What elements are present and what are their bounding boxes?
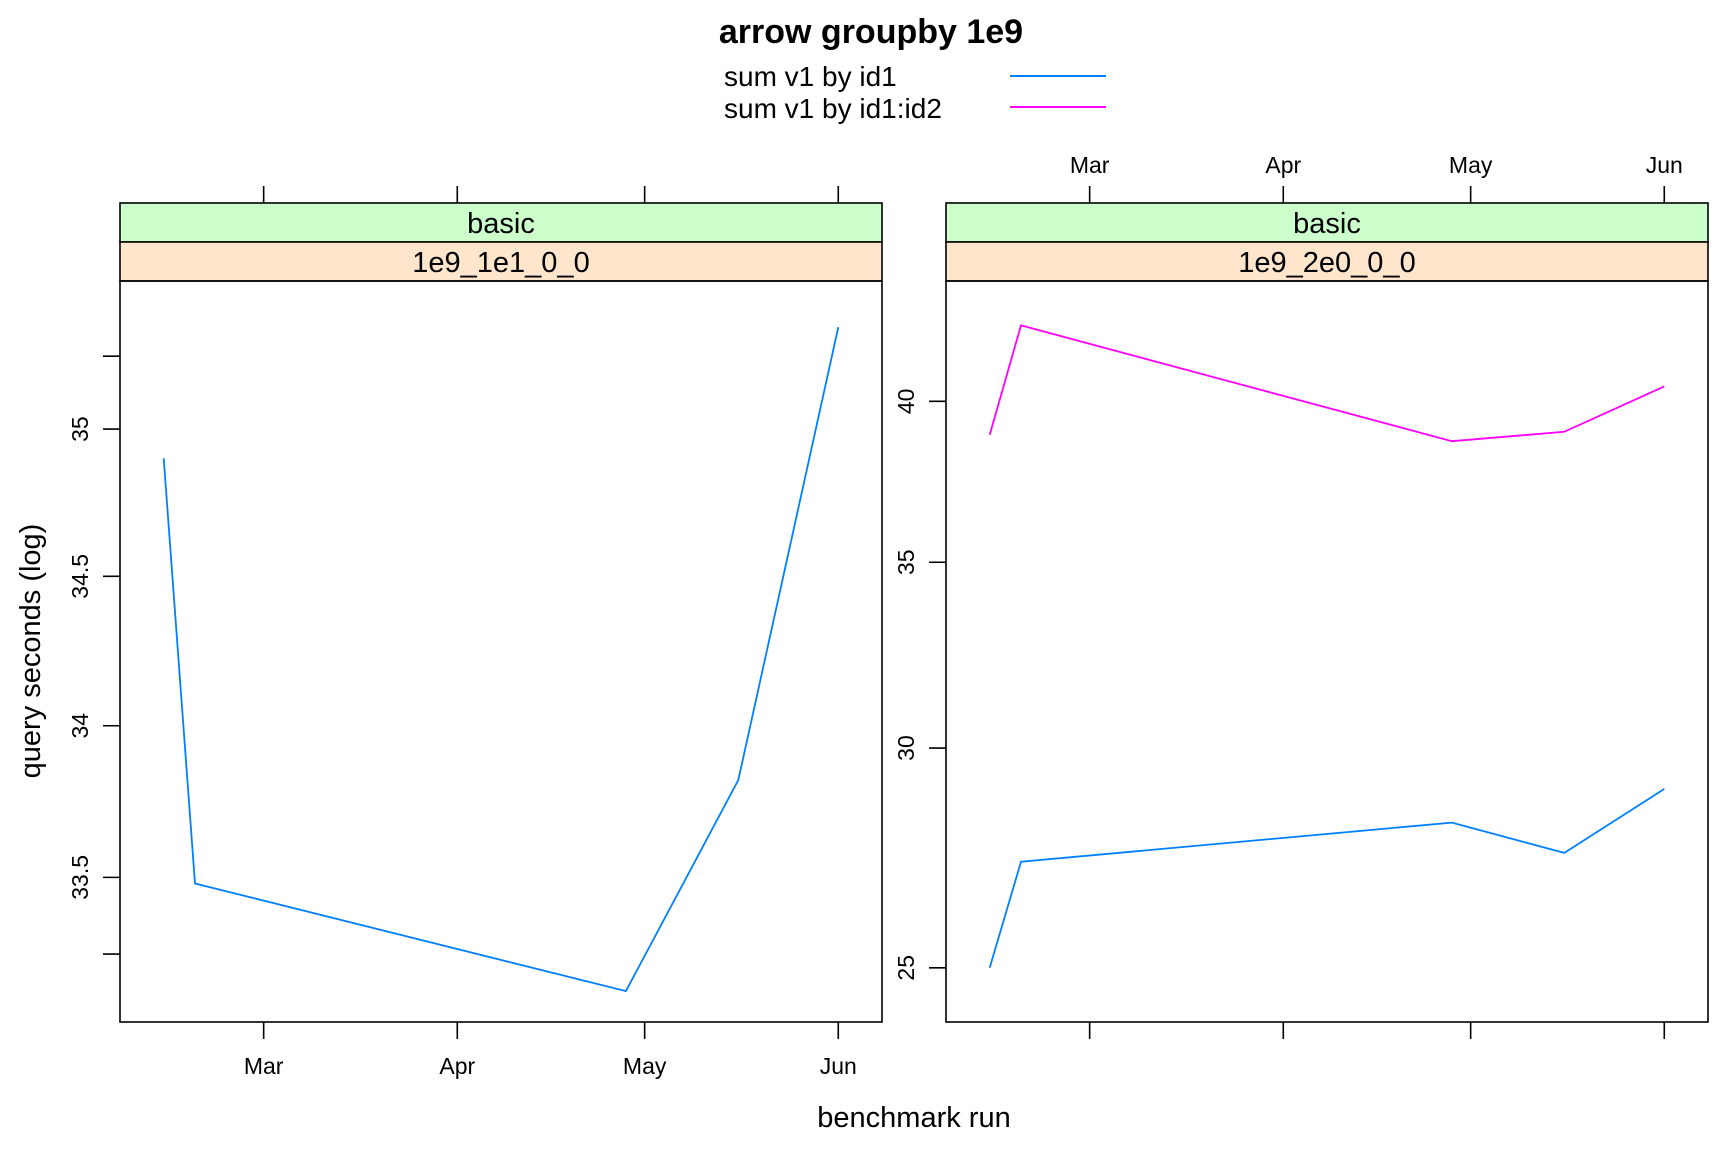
series-group-right [988,324,1665,969]
strip-top-label-left: basic [467,208,535,240]
strip-bottom-left [119,241,883,282]
y-tick-label: 34.5 [67,554,93,599]
x-axis-top-left [262,186,840,203]
y-tick-label: 33.5 [67,855,93,900]
series-line-id1 [988,788,1665,969]
series-group-left [162,327,840,993]
strip-bottom-label-right: 1e9_2e0_0_0 [1238,247,1415,279]
legend: sum v1 by id1 sum v1 by id1:id2 [724,61,1106,124]
x-axis-bottom-left: Mar Apr May Jun [244,1022,857,1079]
y-tick-label: 35 [67,416,93,442]
x-axis-title: benchmark run [817,1102,1010,1134]
strip-bottom-label-left: 1e9_1e1_0_0 [412,247,589,279]
y-tick-label: 30 [893,735,919,761]
x-tick-label: Apr [1265,152,1301,178]
legend-label-id1: sum v1 by id1 [724,61,897,92]
series-line-id1 [162,327,840,993]
y-tick-label: 25 [893,955,919,981]
series-line-id1id2 [988,324,1665,443]
y-axis-title: query seconds (log) [15,524,47,779]
y-tick-label: 40 [893,389,919,415]
y-axis-right: 25 30 35 40 [893,389,946,981]
x-tick-label: May [623,1053,667,1079]
y-tick-label: 34 [67,713,93,739]
x-axis-bottom-right [1088,1022,1666,1039]
plot-frame-left [119,280,883,1023]
x-tick-label: Jun [1646,152,1683,178]
panel-right: basic 1e9_2e0_0_0 Mar Apr May Jun 25 30 35 40 [893,152,1709,1039]
x-tick-label: Jun [820,1053,857,1079]
strip-bottom-right [945,241,1709,282]
legend-label-id1id2: sum v1 by id1:id2 [724,93,942,124]
strip-top-label-right: basic [1293,208,1361,240]
panel-left: basic 1e9_1e1_0_0 Mar Apr May Jun 33.5 34 34.… [67,186,883,1079]
plot-frame-right [945,280,1709,1023]
y-axis-left: 33.5 34 34.5 35 [67,355,120,955]
strip-top-left [119,202,883,243]
x-tick-label: May [1449,152,1493,178]
y-tick-label: 35 [893,549,919,575]
x-tick-label: Mar [244,1053,284,1079]
x-tick-label: Mar [1070,152,1110,178]
x-axis-top-right: Mar Apr May Jun [1070,152,1683,203]
x-tick-label: Apr [439,1053,475,1079]
chart-title: arrow groupby 1e9 [719,13,1023,51]
